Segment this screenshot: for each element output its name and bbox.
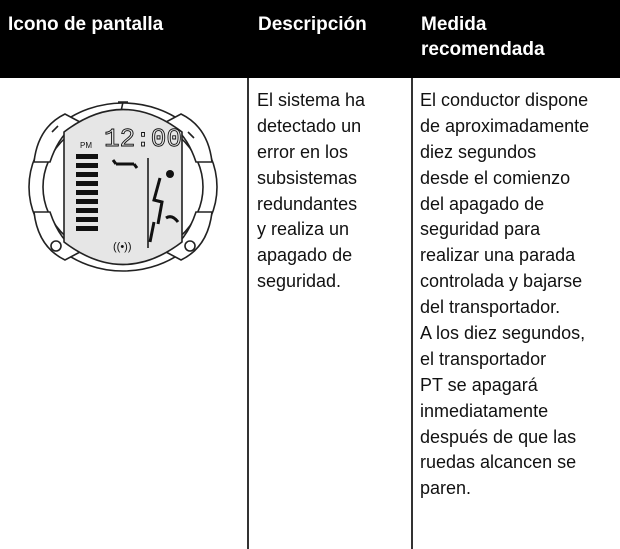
icon-pm: PM [80, 141, 92, 150]
text-line: redundantes [257, 193, 358, 214]
column-divider [247, 78, 249, 549]
text-line: y realiza un [257, 219, 350, 240]
text-line: PT se apagará [420, 374, 538, 395]
text-line: de aproximadamente [420, 115, 590, 136]
recommendation-cell: El conductor dispone de aproximadamente di… [420, 88, 589, 502]
text-line: detectado un [257, 115, 362, 136]
text-line: el transportador [420, 348, 547, 369]
text-line: apagado de [257, 245, 353, 266]
text-line: del transportador. [420, 297, 561, 318]
text-line: subsistemas [257, 167, 358, 188]
header-cell: Icono de pantalla [8, 14, 164, 35]
text-line: del apagado de [420, 193, 545, 214]
icon-time: 12:00 [104, 124, 182, 154]
text-line: seguridad. [257, 271, 342, 292]
text-line: diez segundos [420, 141, 537, 162]
column-divider [411, 78, 413, 549]
text-line: El conductor dispone [420, 90, 589, 110]
table-header [0, 0, 620, 78]
icon-signal: ((•)) [113, 241, 132, 253]
text-line: desde el comienzo [420, 167, 571, 188]
text-line: El sistema ha [257, 90, 366, 110]
text-line: ruedas alcancen se [420, 452, 577, 473]
text-line: paren. [420, 478, 472, 499]
text-line: inmediatamente [420, 400, 549, 421]
display-icon: 12:00 PM ((•)) [28, 101, 218, 272]
text-line: realizar una parada [420, 245, 576, 266]
header-cell: Medida recomendada [421, 14, 545, 60]
description-cell: El sistema ha detectado un error en los sub… [257, 88, 365, 295]
text-line: error en los [257, 141, 349, 162]
text-line: controlada y bajarse [420, 271, 583, 292]
text-line: A los diez segundos, [420, 323, 586, 344]
header-cell: Descripción [258, 14, 367, 35]
text-line: seguridad para [420, 219, 541, 240]
text-line: después de que las [420, 426, 577, 447]
